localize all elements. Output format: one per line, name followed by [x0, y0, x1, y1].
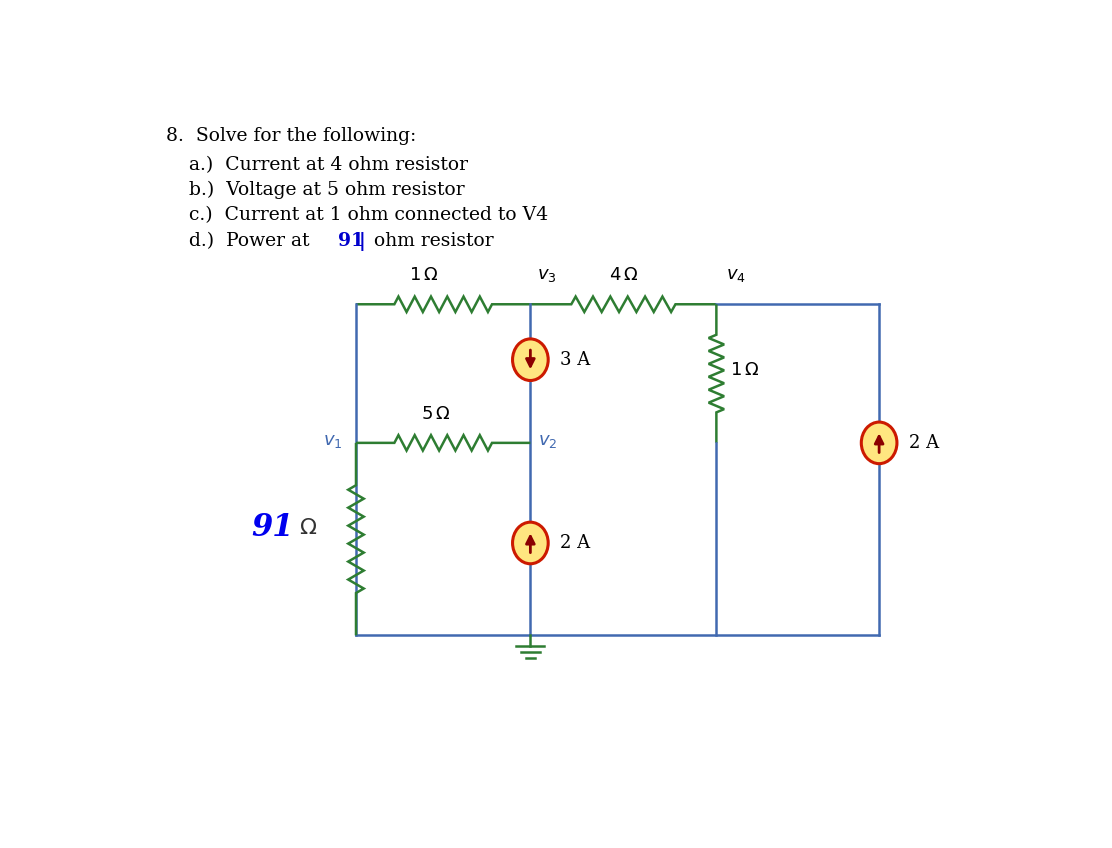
Text: c.)  Current at 1 ohm connected to V4: c.) Current at 1 ohm connected to V4	[189, 206, 548, 225]
Text: 2 A: 2 A	[909, 434, 939, 452]
Text: $v_4$: $v_4$	[726, 266, 745, 284]
Ellipse shape	[513, 522, 548, 564]
Text: $v_2$: $v_2$	[538, 432, 557, 450]
Ellipse shape	[862, 422, 897, 464]
Text: b.)  Voltage at 5 ohm resistor: b.) Voltage at 5 ohm resistor	[189, 181, 465, 199]
Text: $1\,\Omega$: $1\,\Omega$	[731, 360, 759, 379]
Text: $\Omega$: $\Omega$	[299, 516, 318, 538]
Text: $4\,\Omega$: $4\,\Omega$	[608, 266, 638, 284]
Text: 91: 91	[338, 232, 364, 250]
Text: $1\,\Omega$: $1\,\Omega$	[409, 266, 438, 284]
Text: a.)  Current at 4 ohm resistor: a.) Current at 4 ohm resistor	[189, 156, 468, 174]
Text: 91: 91	[251, 512, 294, 543]
Text: $v_1$: $v_1$	[322, 432, 342, 450]
Text: d.)  Power at: d.) Power at	[189, 232, 316, 250]
Text: $v_3$: $v_3$	[537, 266, 556, 284]
Text: $5\,\Omega$: $5\,\Omega$	[420, 404, 450, 423]
Text: ohm resistor: ohm resistor	[368, 232, 494, 250]
Text: 2 A: 2 A	[559, 534, 590, 552]
Ellipse shape	[513, 339, 548, 381]
Text: 3 A: 3 A	[559, 351, 590, 369]
Text: |: |	[359, 232, 366, 251]
Text: 8.  Solve for the following:: 8. Solve for the following:	[166, 127, 416, 145]
